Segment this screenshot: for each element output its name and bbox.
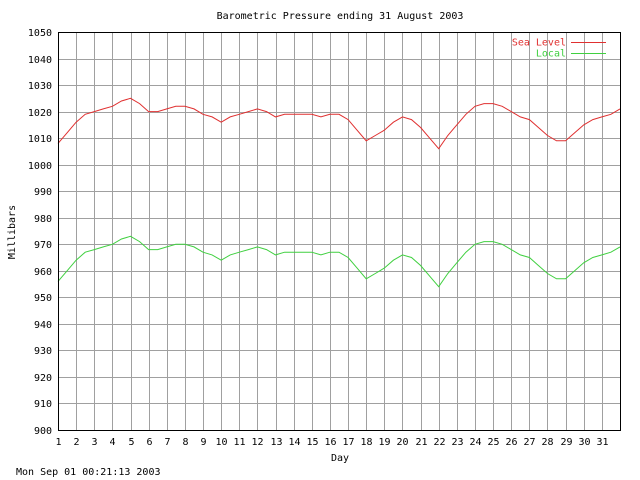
x-tick-label: 24: [469, 437, 481, 448]
x-tick-label: 3: [91, 437, 97, 448]
x-tick-label: 10: [215, 437, 227, 448]
x-tick-label: 6: [146, 437, 152, 448]
y-tick-label: 920: [34, 373, 52, 384]
y-tick-label: 1020: [28, 108, 52, 119]
x-tick-label: 22: [433, 437, 445, 448]
series-line-sea-level: [57, 97, 621, 150]
x-tick-label: 8: [182, 437, 188, 448]
x-tick-label: 11: [233, 437, 245, 448]
y-tick-label: 970: [34, 240, 52, 251]
x-tick-label: 20: [396, 437, 408, 448]
series-lines: [57, 97, 621, 288]
y-tick-label: 1000: [28, 161, 52, 172]
y-tick-label: 900: [34, 426, 52, 437]
x-tick-label: 25: [487, 437, 499, 448]
plot-frame: [58, 32, 621, 431]
x-tick-label: 31: [596, 437, 608, 448]
x-tick-label: 14: [288, 437, 300, 448]
x-tick-label: 5: [128, 437, 134, 448]
x-tick-label: 18: [360, 437, 372, 448]
x-tick-label: 26: [505, 437, 517, 448]
chart-title: Barometric Pressure ending 31 August 200…: [217, 11, 464, 22]
x-tick-label: 19: [378, 437, 390, 448]
y-tick-label: 910: [34, 399, 52, 410]
x-tick-label: 27: [523, 437, 535, 448]
x-tick-label: 13: [270, 437, 282, 448]
x-tick-label: 28: [541, 437, 553, 448]
y-tick-label: 1040: [28, 55, 52, 66]
timestamp: Mon Sep 01 00:21:13 2003: [16, 467, 161, 478]
series-line-local: [57, 235, 621, 288]
x-tick-label: 12: [251, 437, 263, 448]
x-tick-label: 17: [342, 437, 354, 448]
x-tick-label: 23: [451, 437, 463, 448]
legend-label: Sea Level: [512, 38, 566, 49]
x-tick-label: 29: [560, 437, 572, 448]
y-tick-label: 940: [34, 320, 52, 331]
x-tick-label: 2: [73, 437, 79, 448]
y-axis-label: Millibars: [7, 205, 18, 259]
y-tick-label: 1030: [28, 81, 52, 92]
x-tick-label: 9: [200, 437, 206, 448]
x-axis-label: Day: [331, 453, 349, 464]
y-tick-label: 980: [34, 214, 52, 225]
y-tick-label: 1050: [28, 28, 52, 39]
y-tick-label: 1010: [28, 134, 52, 145]
y-tick-label: 960: [34, 267, 52, 278]
y-axis-ticks: 900 910 920 930 940 950 960 970 980 990 1000 1010 10…: [28, 28, 52, 437]
y-tick-label: 950: [34, 293, 52, 304]
x-tick-label: 30: [578, 437, 590, 448]
y-tick-label: 930: [34, 346, 52, 357]
x-axis-ticks: 1 2 3 4 5 6 7 8 9 10 11 12 13 14 15 16 17 18 19 20 21 22 23 24 2…: [55, 437, 608, 448]
y-tick-label: 990: [34, 187, 52, 198]
legend-label: Local: [536, 49, 566, 60]
x-tick-label: 16: [324, 437, 336, 448]
x-tick-label: 4: [109, 437, 115, 448]
x-tick-label: 1: [55, 437, 61, 448]
x-tick-label: 7: [164, 437, 170, 448]
grid: [58, 32, 620, 431]
x-tick-label: 15: [306, 437, 318, 448]
x-tick-label: 21: [415, 437, 427, 448]
